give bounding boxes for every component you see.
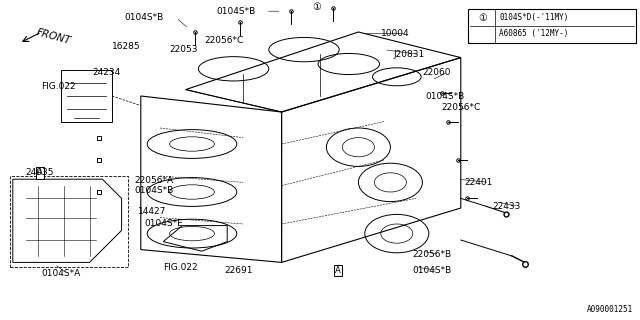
Text: FIG.022: FIG.022 bbox=[42, 82, 76, 91]
Text: FRONT: FRONT bbox=[35, 28, 72, 46]
Text: ①: ① bbox=[478, 12, 487, 23]
Text: 10004: 10004 bbox=[381, 29, 410, 38]
Text: ①: ① bbox=[312, 2, 321, 12]
Text: J20831: J20831 bbox=[394, 50, 425, 59]
Text: A60865 ('12MY-): A60865 ('12MY-) bbox=[499, 29, 568, 38]
Text: 24234: 24234 bbox=[93, 68, 121, 76]
Text: 0104S*B: 0104S*B bbox=[413, 266, 452, 275]
Text: 0104S*B: 0104S*B bbox=[125, 13, 164, 22]
Text: 22053: 22053 bbox=[170, 45, 198, 54]
Text: 22433: 22433 bbox=[493, 202, 521, 211]
Text: 22056*B: 22056*B bbox=[413, 250, 452, 259]
Text: 0104S*B: 0104S*B bbox=[216, 7, 255, 16]
Text: 22056*A: 22056*A bbox=[134, 176, 173, 185]
Text: A: A bbox=[37, 168, 42, 177]
Text: 22401: 22401 bbox=[464, 178, 492, 187]
Text: 22691: 22691 bbox=[224, 266, 253, 275]
Text: FIG.022: FIG.022 bbox=[163, 263, 198, 272]
Text: 0104S*A: 0104S*A bbox=[42, 269, 81, 278]
Text: 0104S*B: 0104S*B bbox=[426, 92, 465, 100]
Text: 24035: 24035 bbox=[26, 168, 54, 177]
Text: 0104S*E: 0104S*E bbox=[144, 220, 183, 228]
Text: 0104S*B: 0104S*B bbox=[134, 186, 173, 195]
Text: 22056*C: 22056*C bbox=[442, 103, 481, 112]
Text: 22060: 22060 bbox=[422, 68, 451, 76]
Text: 16285: 16285 bbox=[112, 42, 141, 51]
Text: 22056*C: 22056*C bbox=[205, 36, 244, 44]
Text: A: A bbox=[335, 266, 340, 275]
Text: 14427: 14427 bbox=[138, 207, 166, 216]
Text: A090001251: A090001251 bbox=[588, 305, 634, 314]
Text: 0104S*D(-'11MY): 0104S*D(-'11MY) bbox=[499, 13, 568, 22]
